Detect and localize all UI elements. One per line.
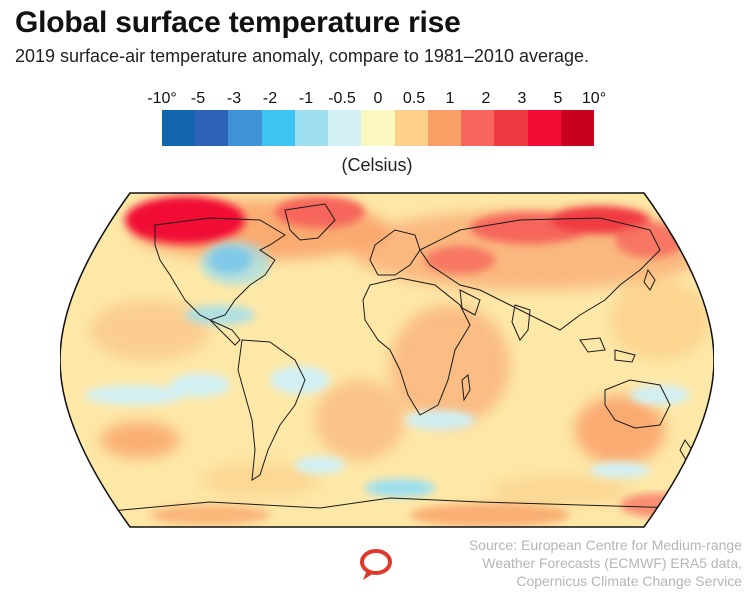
legend-swatch: [394, 110, 428, 146]
color-scale-legend: [162, 110, 595, 146]
legend-tick-label: -1: [298, 90, 314, 107]
legend-swatch: [328, 110, 362, 146]
legend-swatch: [361, 110, 395, 146]
legend-swatch: [560, 110, 595, 146]
legend-tick-label: -2: [262, 90, 278, 107]
legend-tick-label: 2: [481, 90, 491, 107]
source-line-1: Source: European Centre for Medium-range: [468, 537, 742, 553]
speech-bubble-icon: [360, 549, 392, 580]
legend-swatch: [228, 110, 262, 146]
page-title: Global surface temperature rise: [15, 6, 461, 39]
legend-labels: -10° -5 -3 -2 -1 -0.5 0 0.5 1 2 3 5 10°: [144, 90, 614, 110]
legend-tick-label: 5: [553, 90, 563, 107]
legend-unit: (Celsius): [341, 155, 413, 175]
world-anomaly-map: [59, 190, 715, 530]
map-frame: [59, 192, 715, 528]
legend-tick-label: -10°: [147, 90, 177, 107]
legend-swatch: [527, 110, 561, 146]
anomaly-field: [60, 193, 714, 527]
legend-tick-label: 10°: [581, 90, 607, 107]
source-line-2: Weather Forecasts (ECMWF) ERA5 data,: [482, 555, 742, 571]
legend-swatch: [261, 110, 295, 146]
legend-swatch: [427, 110, 462, 146]
source-line-3: Copernicus Climate Change Service: [516, 573, 742, 589]
legend-tick-label: -0.5: [328, 90, 356, 107]
legend-swatch: [461, 110, 495, 146]
source-credit: Source: European Centre for Medium-range…: [469, 536, 742, 590]
legend-tick-label: -5: [190, 90, 206, 107]
page-subtitle: 2019 surface-air temperature anomaly, co…: [15, 46, 590, 66]
legend-tick-label: 3: [517, 90, 527, 107]
legend-swatch: [162, 110, 196, 146]
legend-tick-label: 1: [445, 90, 455, 107]
legend-swatch: [195, 110, 229, 146]
legend-tick-label: 0.5: [402, 90, 426, 107]
legend-tick-label: -3: [226, 90, 242, 107]
coastlines: [99, 203, 693, 513]
legend-tick-label: 0: [373, 90, 383, 107]
legend-swatch: [494, 110, 528, 146]
legend-swatch: [294, 110, 329, 146]
